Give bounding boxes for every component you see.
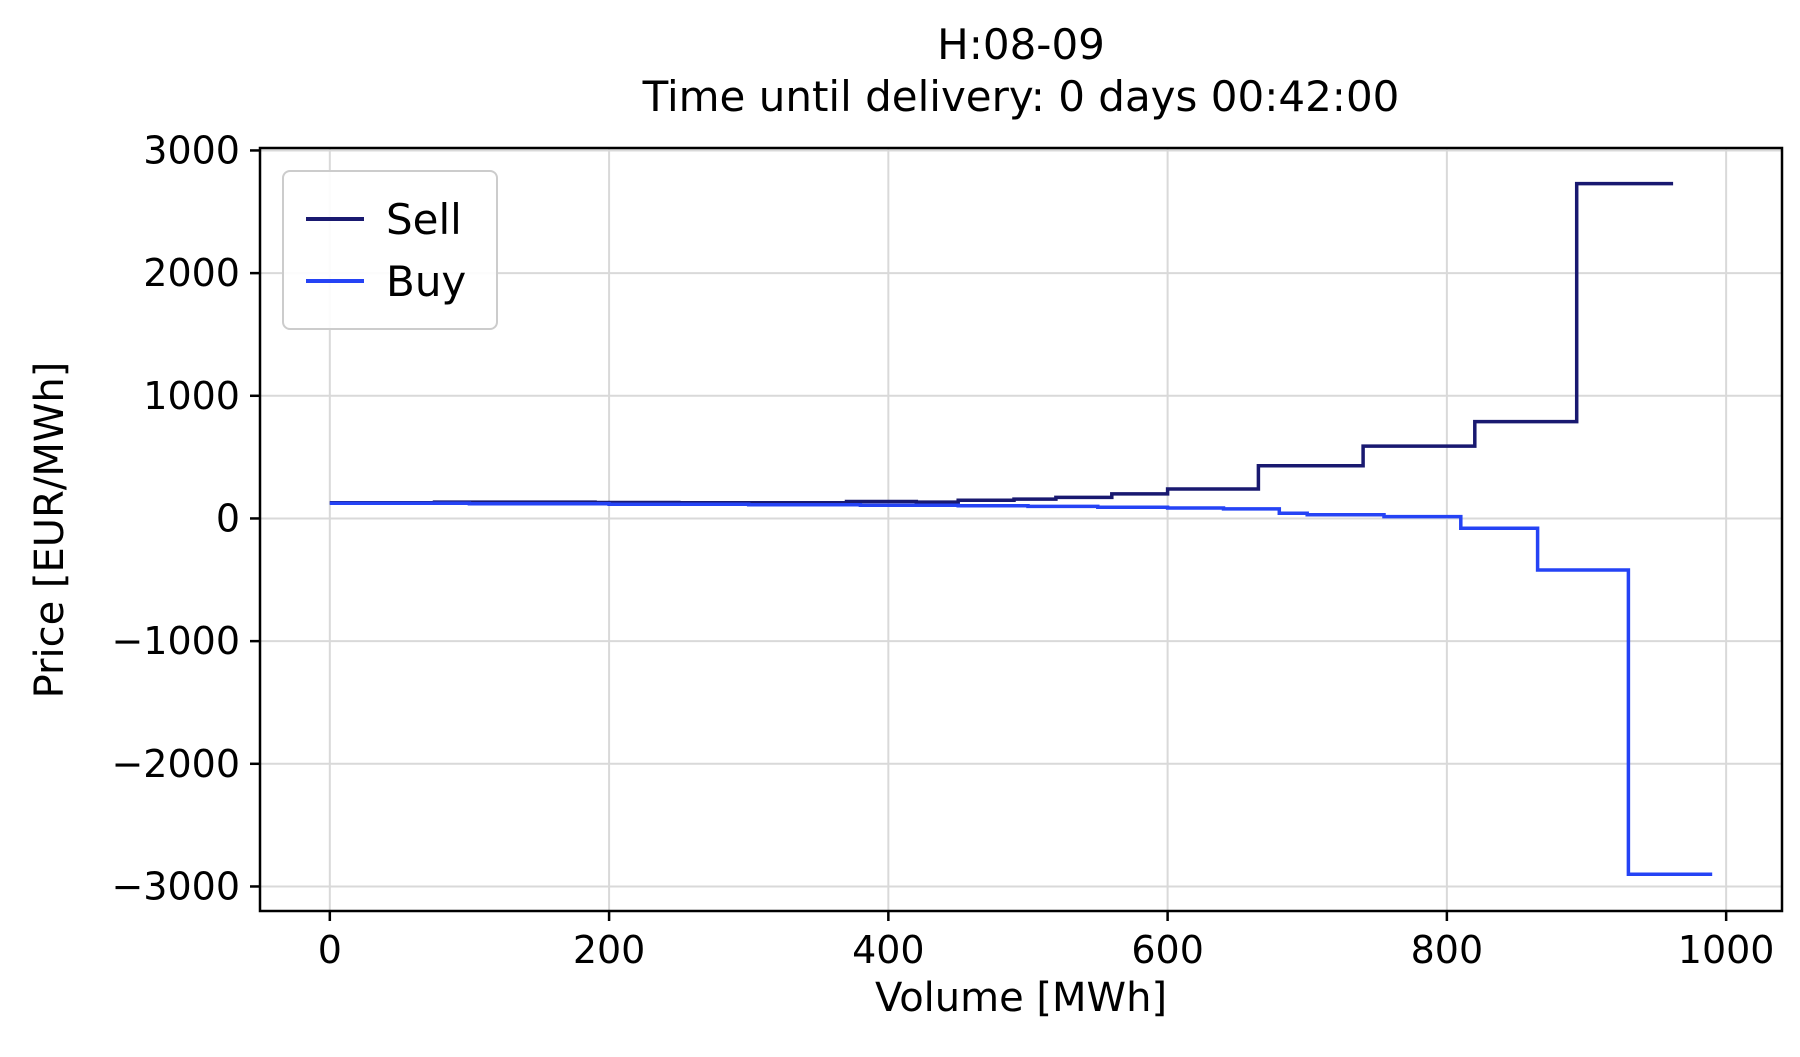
x-tick-label: 0 [318, 928, 342, 972]
y-tick-label: −2000 [111, 742, 240, 786]
legend: Sell Buy [282, 170, 499, 330]
x-tick-label: 400 [852, 928, 925, 972]
x-tick-label: 600 [1131, 928, 1204, 972]
legend-label-sell: Sell [386, 194, 462, 244]
series-line-buy [329, 501, 1713, 876]
series-line-sell [329, 181, 1674, 505]
x-tick-label: 200 [573, 928, 646, 972]
sell-line-swatch [306, 217, 364, 221]
chart-subtitle: Time until delivery: 0 days 00:42:00 [642, 72, 1400, 121]
legend-entry-buy: Buy [306, 250, 466, 312]
y-tick-label: 1000 [143, 374, 240, 418]
y-tick-label: −1000 [111, 619, 240, 663]
plot-border [258, 146, 1784, 913]
buy-line-swatch [306, 279, 364, 283]
x-tick-label: 1000 [1678, 928, 1775, 972]
y-tick-label: 3000 [143, 128, 240, 172]
x-axis-label: Volume [MWh] [874, 975, 1168, 1021]
chart-title: H:08-09 [937, 20, 1105, 69]
y-axis-label: Price [EUR/MWh] [27, 361, 73, 699]
y-tick-label: −3000 [111, 864, 240, 908]
y-tick-label: 0 [216, 496, 240, 540]
legend-label-buy: Buy [386, 256, 467, 306]
x-tick-label: 800 [1411, 928, 1484, 972]
y-tick-label: 2000 [143, 251, 240, 295]
legend-entry-sell: Sell [306, 188, 466, 250]
